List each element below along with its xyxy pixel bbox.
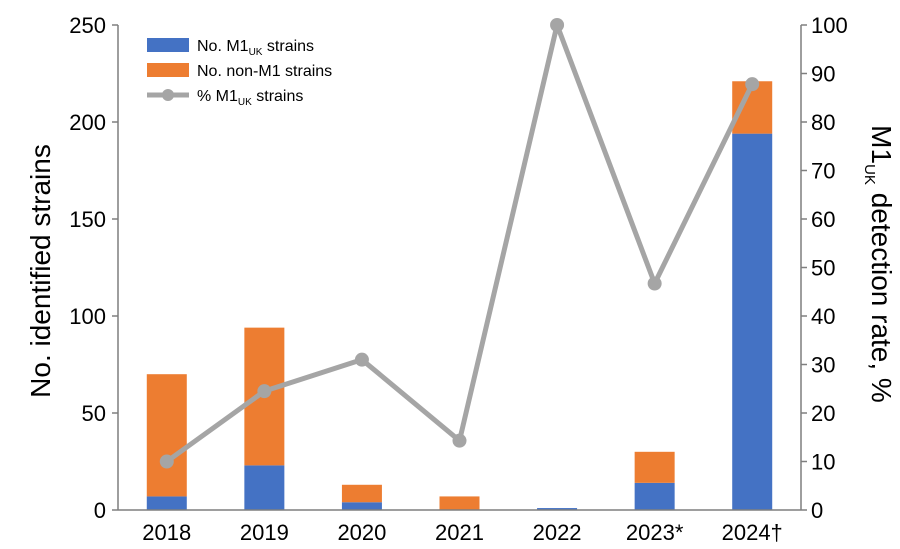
y-right-axis-label-sub: UK — [861, 164, 878, 185]
bar-non-m1-2 — [341, 484, 382, 503]
y-right-axis-label-main: M1 — [866, 125, 897, 164]
y-left-tick-label: 100 — [69, 304, 106, 329]
line-point-0 — [159, 454, 174, 469]
x-tick-label: 2020 — [337, 520, 386, 545]
x-tick-label: 2021 — [435, 520, 484, 545]
y-left-tick-label: 250 — [69, 13, 106, 38]
bar-m1uk-5 — [634, 482, 675, 510]
bar-m1uk-1 — [244, 465, 285, 510]
bar-m1uk-0 — [146, 496, 187, 510]
x-tick-label: 2023* — [626, 520, 684, 545]
legend-label-1: No. non-M1 strains — [197, 63, 332, 80]
y-left-tick-label: 150 — [69, 207, 106, 232]
y-left-tick-label: 50 — [82, 401, 106, 426]
x-tick-label: 2022 — [533, 520, 582, 545]
y-right-tick-label: 30 — [811, 353, 835, 378]
y-right-tick-label: 50 — [811, 256, 835, 281]
legend-label-0: No. M1UK strains — [197, 38, 314, 58]
bar-non-m1-0 — [146, 374, 187, 497]
y-left-axis-label: No. identified strains — [25, 144, 56, 398]
line-point-2 — [354, 352, 369, 367]
y-right-tick-label: 100 — [811, 13, 848, 38]
legend-swatch-0 — [147, 38, 189, 52]
line-point-6 — [745, 77, 760, 92]
bar-m1uk-6 — [732, 133, 773, 510]
x-tick-label: 2024† — [722, 520, 783, 545]
y-right-tick-label: 70 — [811, 159, 835, 184]
line-point-4 — [550, 18, 565, 32]
y-right-axis-label-rest: detection rate, % — [866, 185, 897, 403]
line-point-1 — [257, 384, 272, 399]
line-layer — [159, 18, 760, 469]
line-point-5 — [647, 276, 662, 291]
bar-m1uk-4 — [537, 508, 578, 510]
legend: No. M1UK strains No. non-M1 strains % M1UK… — [147, 38, 332, 108]
bar-non-m1-3 — [439, 496, 480, 510]
y-right-tick-label: 0 — [811, 498, 823, 523]
y-right-tick-label: 40 — [811, 304, 835, 329]
bar-non-m1-5 — [634, 451, 675, 483]
legend-label-2: % M1UK strains — [197, 88, 303, 108]
y-right-tick-label: 20 — [811, 401, 835, 426]
bar-m1uk-2 — [341, 502, 382, 510]
y-right-tick-label: 90 — [811, 62, 835, 87]
y-left-tick-label: 0 — [94, 498, 106, 523]
bars-layer — [146, 81, 773, 510]
legend-swatch-1 — [147, 63, 189, 77]
y-left-tick-label: 200 — [69, 110, 106, 135]
x-tick-label: 2018 — [142, 520, 191, 545]
y-right-tick-label: 60 — [811, 207, 835, 232]
legend-swatch-marker-2 — [162, 89, 174, 101]
axes-layer: 0 50 100 150 200 250 0 10 20 30 40 50 60 70 80 90 100 201… — [69, 13, 847, 545]
x-tick-label: 2019 — [240, 520, 289, 545]
y-right-tick-label: 10 — [811, 450, 835, 475]
line-point-3 — [452, 433, 467, 448]
y-right-tick-label: 80 — [811, 110, 835, 135]
y-right-axis-label: M1UK detection rate, % — [861, 125, 897, 403]
